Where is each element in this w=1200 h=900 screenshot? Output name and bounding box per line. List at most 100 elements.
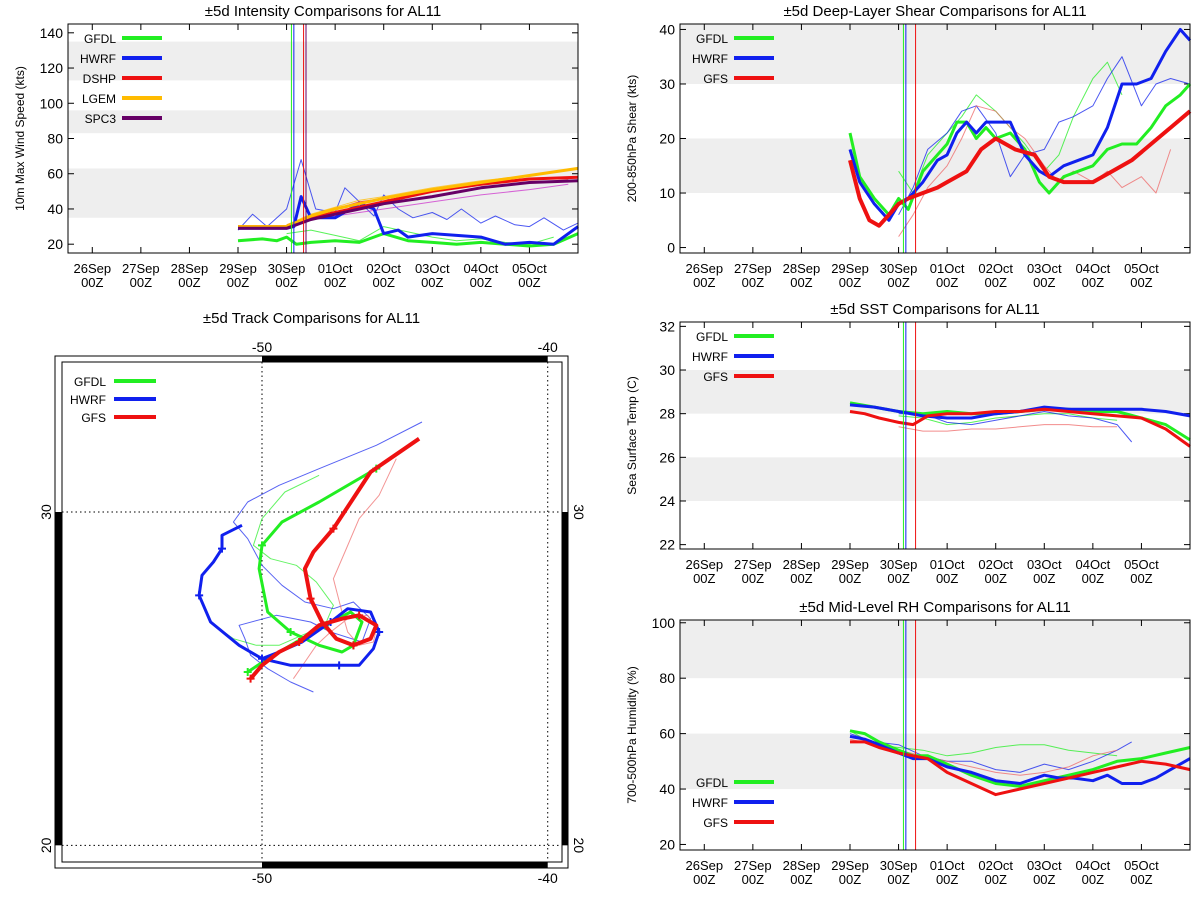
sst-ytick-label: 32: [659, 318, 675, 334]
intensity-legend-label: HWRF: [80, 52, 116, 66]
sst-xtick-label: 28Sep: [783, 557, 821, 572]
intensity-xtick-label-hour: 00Z: [81, 275, 103, 290]
track-marker-gfdl: [286, 628, 295, 636]
shear-xtick-label: 02Oct: [978, 261, 1013, 276]
intensity-ylabel: 10m Max Wind Speed (kts): [13, 66, 27, 211]
sst-xtick-label-hour: 00Z: [790, 571, 812, 586]
intensity-xtick-label: 27Sep: [122, 261, 160, 276]
rh-xtick-label: 26Sep: [685, 858, 723, 873]
rh-xtick-label-hour: 00Z: [1033, 872, 1055, 887]
track-legend-label: GFS: [81, 411, 106, 425]
shear-xtick-label-hour: 00Z: [790, 275, 812, 290]
rh-legend-label: HWRF: [692, 796, 728, 810]
track-title: ±5d Track Comparisons for AL11: [203, 310, 420, 327]
intensity-ytick-label: 60: [47, 166, 63, 182]
intensity-panel: ±5d Intensity Comparisons for AL11 10m Ma…: [13, 3, 579, 290]
shear-title: ±5d Deep-Layer Shear Comparisons for AL1…: [783, 3, 1086, 20]
rh-ytick-label: 20: [659, 836, 675, 852]
rh-ytick-label: 100: [652, 615, 676, 631]
shear-xtick-label-hour: 00Z: [887, 275, 909, 290]
track-lon-label-top: -40: [538, 339, 558, 355]
intensity-xtick-label: 30Sep: [268, 261, 306, 276]
rh-xtick-label-hour: 00Z: [839, 872, 861, 887]
intensity-xtick-label: 01Oct: [318, 261, 353, 276]
track-border-top: [262, 356, 548, 362]
shear-series-gfs: [848, 109, 1192, 228]
intensity-band-1: [68, 110, 578, 134]
sst-series-gfs: [849, 407, 1191, 448]
track-marker-gfs: [295, 638, 304, 646]
intensity-xtick-label-hour: 00Z: [518, 275, 540, 290]
intensity-title: ±5d Intensity Comparisons for AL11: [205, 3, 441, 20]
rh-xtick-label: 03Oct: [1027, 858, 1062, 873]
track-marker-hwrf: [375, 628, 384, 636]
track-lat-label-left: 20: [38, 837, 54, 853]
track-inner-frame: [61, 361, 563, 863]
rh-legend-label: GFS: [703, 816, 728, 830]
intensity-xtick-label: 04Oct: [464, 261, 499, 276]
track-marker-hwrf: [195, 591, 204, 600]
shear-series-hwrf-prev: [898, 56, 1191, 216]
rh-title: ±5d Mid-Level RH Comparisons for AL11: [799, 599, 1070, 616]
track-legend-label: GFDL: [74, 375, 106, 389]
intensity-xtick-label-hour: 00Z: [227, 275, 249, 290]
shear-ytick-label: 40: [659, 21, 675, 37]
shear-ylabel: 200-850hPa Shear (kts): [625, 75, 639, 202]
sst-ytick-label: 24: [659, 493, 675, 509]
intensity-legend-label: LGEM: [82, 92, 116, 106]
shear-ytick-label: 30: [659, 76, 675, 92]
rh-xtick-label: 28Sep: [783, 858, 821, 873]
sst-legend-label: HWRF: [692, 350, 728, 364]
intensity-xtick-label-hour: 00Z: [373, 275, 395, 290]
rh-xtick-label: 30Sep: [880, 858, 918, 873]
rh-xtick-label-hour: 00Z: [790, 872, 812, 887]
sst-xtick-label-hour: 00Z: [1130, 571, 1152, 586]
sst-ytick-label: 26: [659, 449, 675, 465]
intensity-ytick-label: 80: [47, 131, 63, 147]
track-marker-gfdl: [258, 541, 266, 550]
sst-ytick-label: 30: [659, 362, 675, 378]
sst-series-hwrf-prev: [898, 411, 1133, 443]
shear-xtick-label-hour: 00Z: [1033, 275, 1055, 290]
sst-panel: ±5d SST Comparisons for AL11 Sea Surface …: [625, 301, 1191, 586]
track-marker-hwrf: [218, 544, 226, 553]
intensity-xtick-label: 05Oct: [512, 261, 547, 276]
track-marker-hwrf: [335, 661, 344, 670]
rh-frame: [679, 619, 1191, 851]
shear-xtick-label: 27Sep: [734, 261, 772, 276]
shear-xtick-label: 28Sep: [783, 261, 821, 276]
intensity-ytick-label: 40: [47, 201, 63, 217]
sst-xtick-label: 04Oct: [1076, 557, 1111, 572]
intensity-series-hwrf-prev: [237, 159, 579, 231]
sst-xtick-label: 27Sep: [734, 557, 772, 572]
intensity-xtick-label-hour: 00Z: [178, 275, 200, 290]
sst-xtick-label-hour: 00Z: [1082, 571, 1104, 586]
intensity-xtick-label: 28Sep: [171, 261, 209, 276]
sst-xtick-label: 02Oct: [978, 557, 1013, 572]
intensity-xtick-label: 03Oct: [415, 261, 450, 276]
sst-xtick-label-hour: 00Z: [936, 571, 958, 586]
track-legend-label: HWRF: [70, 393, 106, 407]
track-marker-gfs: [355, 611, 364, 620]
sst-series-gfdl-prev: [898, 413, 1118, 426]
shear-xtick-label: 03Oct: [1027, 261, 1062, 276]
track-series-hwrf: [197, 523, 381, 667]
rh-xtick-label-hour: 00Z: [1130, 872, 1152, 887]
sst-xtick-label-hour: 00Z: [693, 571, 715, 586]
rh-ytick-label: 60: [659, 726, 675, 742]
rh-xtick-label: 05Oct: [1124, 858, 1159, 873]
rh-series-hwrf-prev: [849, 733, 1132, 773]
rh-xtick-label: 27Sep: [734, 858, 772, 873]
rh-xtick-label: 29Sep: [831, 858, 869, 873]
track-series-gfdl-prev: [218, 474, 334, 646]
rh-panel: ±5d Mid-Level RH Comparisons for AL11 700…: [625, 599, 1191, 887]
intensity-xtick-label-hour: 00Z: [470, 275, 492, 290]
intensity-xtick-label-hour: 00Z: [421, 275, 443, 290]
sst-band-0: [680, 457, 1190, 501]
intensity-legend-label: GFDL: [84, 32, 116, 46]
rh-band-1: [680, 620, 1190, 679]
track-marker-gfdl: [243, 668, 252, 676]
track-lat-label-left: 30: [38, 504, 54, 520]
sst-series-gfs-prev: [898, 424, 1118, 432]
